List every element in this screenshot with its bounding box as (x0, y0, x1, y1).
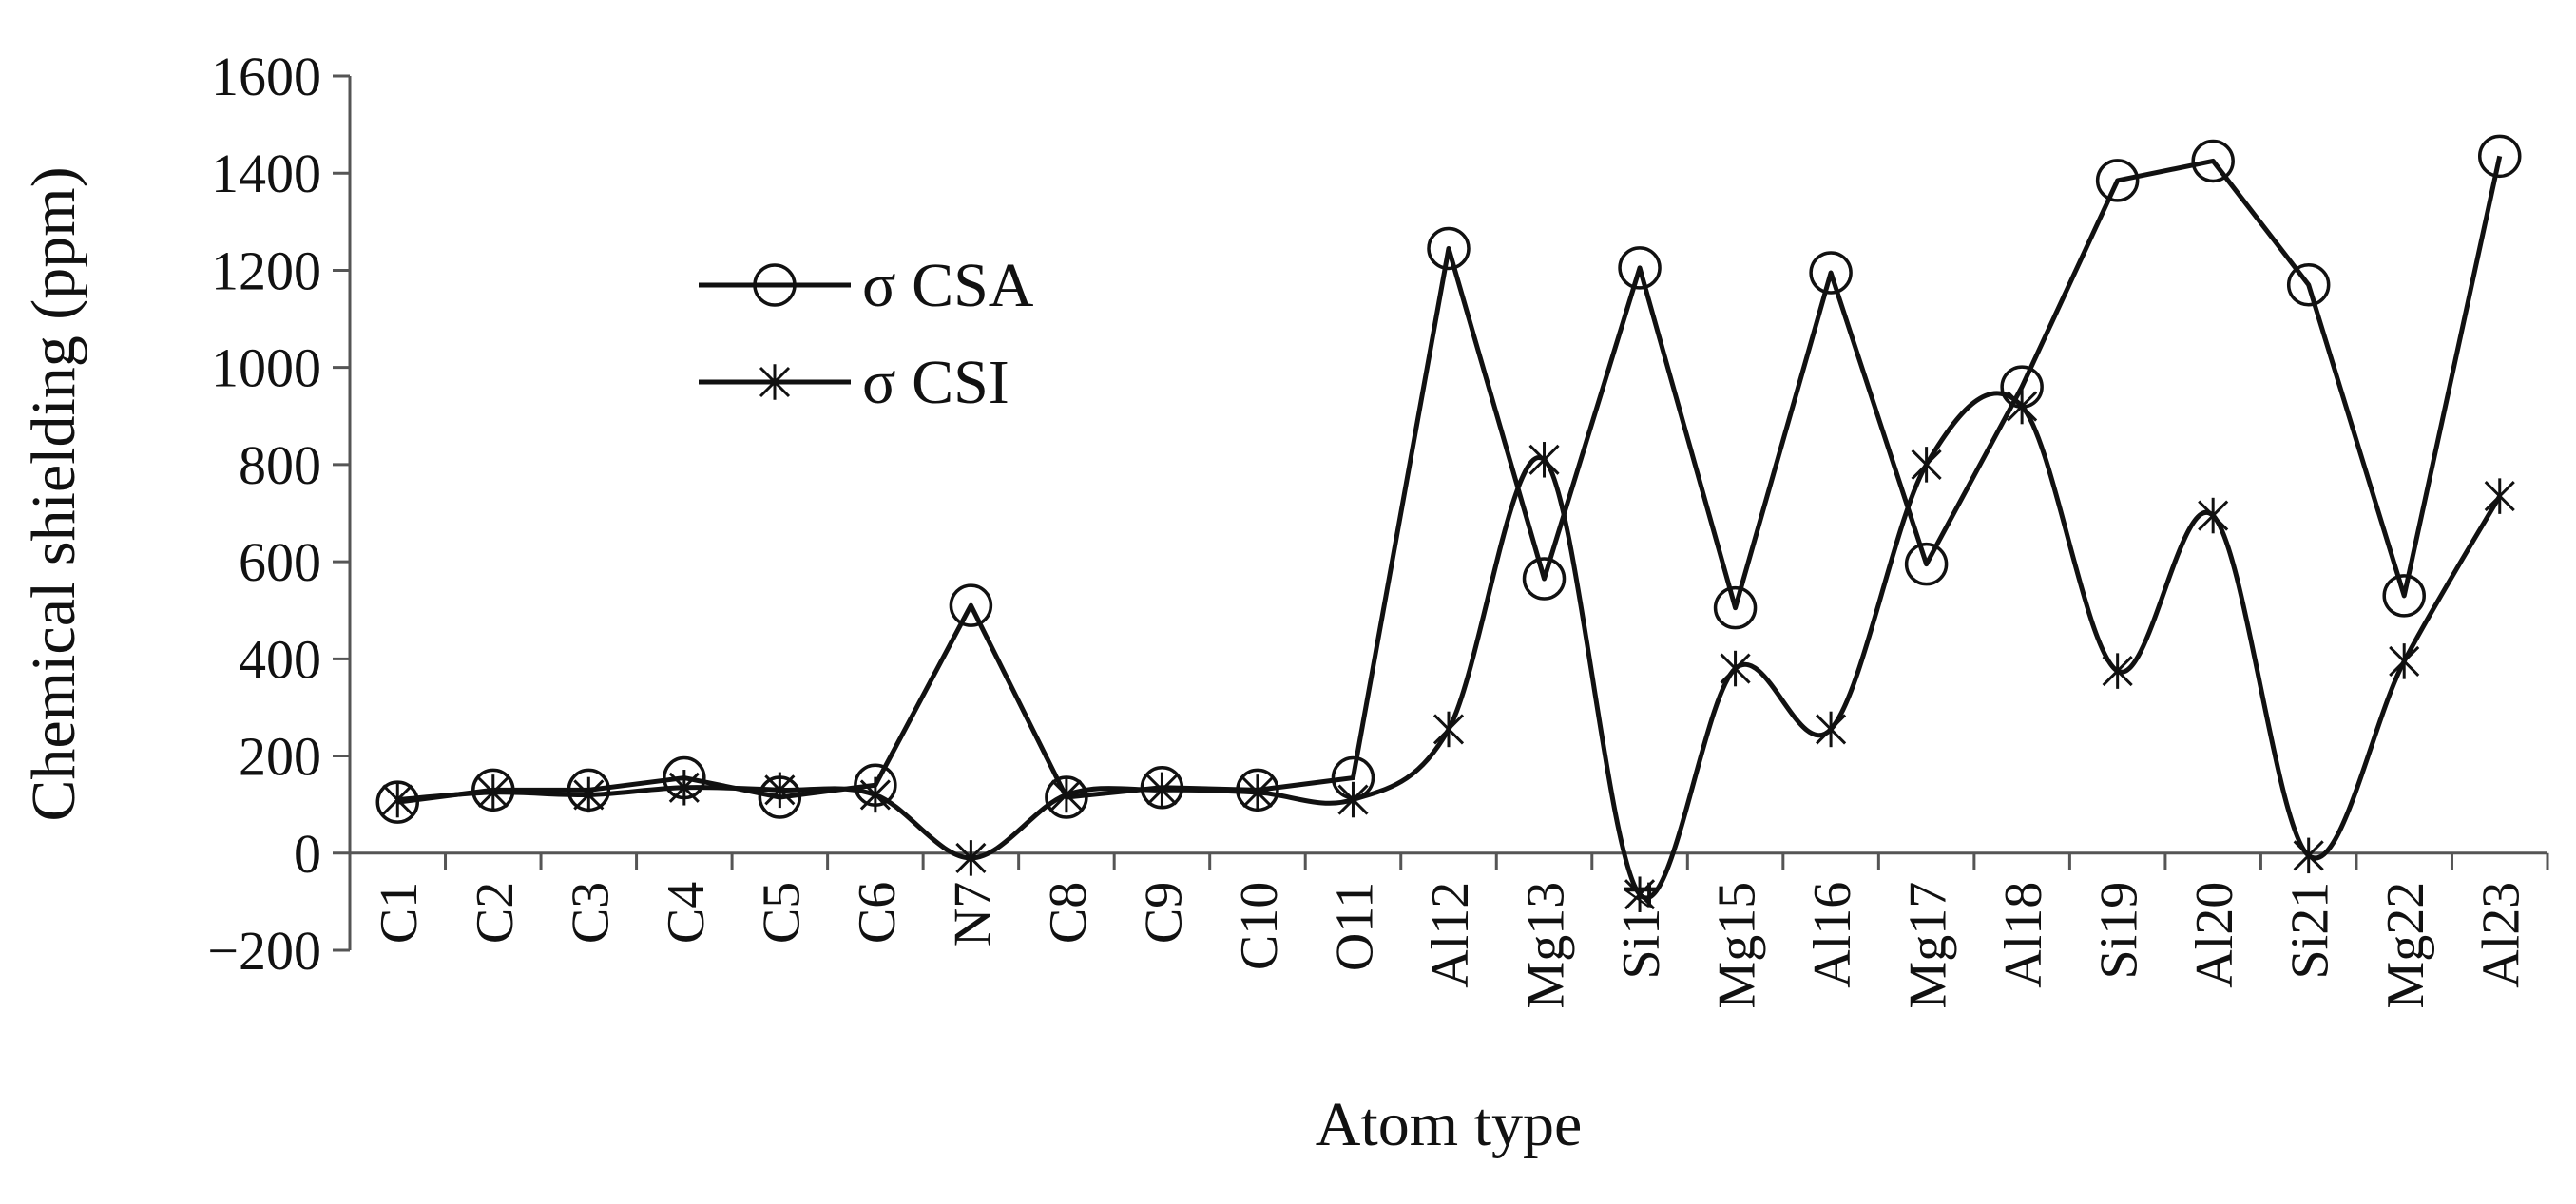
data-point (1713, 585, 1758, 630)
x-tick-label: Al16 (1803, 882, 1862, 988)
x-tick-label: Si21 (2281, 882, 2340, 980)
x-tick-label: C1 (370, 882, 429, 944)
x-tick-label: C5 (752, 882, 811, 944)
data-point (1427, 226, 1471, 271)
data-point (2477, 134, 2522, 179)
data-point (955, 840, 987, 876)
data-point (2007, 388, 2038, 425)
x-tick-label: Mg13 (1517, 882, 1576, 1009)
data-point (573, 776, 605, 813)
data-point (1522, 557, 1567, 601)
data-point (764, 772, 796, 809)
data-point (668, 770, 700, 806)
legend-label: σ CSA (862, 251, 1034, 320)
series-layer (375, 134, 2522, 912)
x-tick-label: C4 (657, 882, 716, 944)
x-tick-label: Mg22 (2376, 882, 2435, 1009)
y-tick-label: 1200 (211, 239, 321, 301)
y-tick-label: 800 (239, 434, 321, 496)
data-point (2382, 574, 2426, 618)
y-tick-label: 200 (239, 726, 321, 788)
data-point (1241, 774, 1274, 811)
x-axis-title: Atom type (1316, 1090, 1582, 1159)
x-tick-label: C6 (848, 882, 907, 944)
x-tick-label: Mg15 (1708, 882, 1767, 1009)
legend-marker (759, 364, 791, 400)
x-tick-label: Si19 (2090, 882, 2149, 980)
data-point (1050, 776, 1082, 813)
data-point (1528, 442, 1560, 478)
x-tick-label: Al12 (1421, 882, 1480, 988)
x-tick-label: Si14 (1612, 882, 1671, 980)
data-point (1146, 772, 1178, 809)
data-point (1816, 711, 1847, 748)
x-tick-label: Al18 (1994, 882, 2053, 988)
data-point (2095, 159, 2140, 202)
x-tick-label: C8 (1039, 882, 1098, 944)
data-point (859, 776, 891, 813)
y-tick-label: 1600 (211, 46, 321, 107)
data-point (2484, 478, 2515, 514)
legend-item: σ CSI (699, 348, 1009, 417)
data-point (1624, 876, 1656, 912)
legend-item: σ CSA (699, 251, 1034, 320)
y-tick-label: 1000 (211, 337, 321, 399)
data-point (2286, 263, 2331, 307)
series-line (396, 155, 2503, 805)
y-tick-label: −200 (207, 920, 321, 982)
y-axis-title: Chemical shielding (ppm) (19, 166, 88, 821)
legend-label: σ CSI (862, 348, 1009, 417)
data-point (949, 583, 993, 627)
legend-marker (753, 263, 797, 307)
data-point (477, 774, 509, 811)
data-point (1904, 542, 1949, 586)
data-point (2102, 653, 2133, 689)
x-tick-label: Mg17 (1899, 882, 1958, 1009)
data-point (1337, 781, 1369, 818)
y-tick-label: 600 (239, 531, 321, 593)
y-tick-label: 0 (294, 823, 321, 885)
series-line (397, 391, 2502, 901)
x-tick-label: C2 (466, 882, 525, 944)
x-tick-label: C3 (561, 882, 620, 944)
series-csi (382, 388, 2515, 912)
x-tick-label: O11 (1325, 882, 1384, 971)
data-point (1720, 650, 1751, 687)
y-tick-label: 400 (239, 628, 321, 690)
axes (333, 74, 2549, 952)
x-tick-label: Al20 (2185, 882, 2244, 988)
data-point (2293, 837, 2324, 874)
data-point (1432, 711, 1465, 748)
data-point (2198, 497, 2229, 534)
data-point (1809, 251, 1853, 295)
x-tick-label: N7 (943, 882, 1002, 946)
data-point (382, 781, 413, 818)
data-point (1911, 447, 1942, 483)
x-tick-label: Al23 (2472, 882, 2531, 988)
x-tick-label: C9 (1134, 882, 1193, 944)
data-point (2389, 643, 2420, 679)
x-tick-label: C10 (1230, 882, 1289, 970)
data-point (1618, 246, 1662, 290)
data-point (2191, 139, 2235, 183)
legend: σ CSA σ CSI (699, 251, 1034, 417)
y-tick-label: 1400 (211, 143, 321, 204)
labels-layer: −200 0 200 400 600 800 1000 1200 1400 1600 C1 C2 C3 C… (207, 46, 2530, 1009)
